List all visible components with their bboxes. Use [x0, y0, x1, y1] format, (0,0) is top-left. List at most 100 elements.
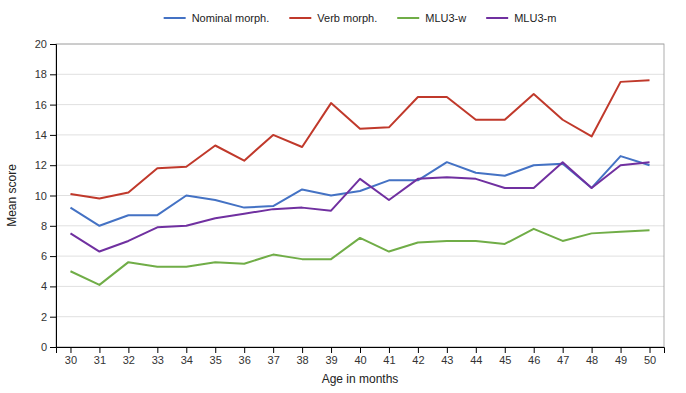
x-axis-tick-mark: [505, 347, 506, 353]
legend-item: Nominal morph.: [164, 12, 270, 24]
grid-line: [56, 256, 664, 257]
y-axis-tick: 20: [35, 38, 56, 50]
x-axis-tick-label: 47: [557, 354, 569, 366]
y-axis-tick: 18: [35, 68, 56, 80]
x-axis-tick-mark: [592, 347, 593, 353]
x-axis-tick: 36: [239, 347, 251, 366]
x-axis-tick-label: 46: [528, 354, 540, 366]
x-axis-tick: 31: [94, 347, 106, 366]
y-axis-tick-label: 12: [35, 159, 47, 171]
y-axis-tick: 8: [41, 220, 56, 232]
y-axis-tick-label: 8: [41, 220, 47, 232]
x-axis-tick: 41: [383, 347, 395, 366]
x-axis-tick-label: 30: [65, 354, 77, 366]
lines: [70, 80, 649, 285]
y-axis-tick-label: 18: [35, 68, 47, 80]
x-axis-title: Age in months: [322, 372, 399, 386]
x-axis-tick-label: 36: [239, 354, 251, 366]
y-axis-domain: [50, 45, 57, 348]
x-axis-tick-mark: [331, 347, 332, 353]
x-axis-tick: 43: [441, 347, 453, 366]
x-axis: 30 31 32 33 34 35 36 37 38 39 40 41 42 43 44 45 46 47 48 49…: [57, 347, 665, 366]
y-axis-tick-label: 0: [41, 341, 47, 353]
x-axis-tick-label: 49: [615, 354, 627, 366]
x-axis-tick-label: 40: [354, 354, 366, 366]
y-axis: 02468101214161820: [35, 38, 57, 353]
grid-line: [56, 286, 664, 287]
x-axis-tick: 48: [586, 347, 598, 366]
series-line: [70, 162, 649, 251]
plot-frame: [56, 44, 664, 347]
y-axis-tick-mark: [50, 256, 56, 257]
x-axis-tick-mark: [302, 347, 303, 353]
y-axis-tick-mark: [50, 347, 56, 348]
x-axis-domain: [57, 348, 665, 354]
grid-line: [56, 225, 664, 226]
y-axis-tick-mark: [50, 286, 56, 287]
x-axis-tick-mark: [563, 347, 564, 353]
grid-line: [56, 104, 664, 105]
x-axis-tick-label: 42: [412, 354, 424, 366]
y-axis-title: Mean score: [5, 164, 19, 227]
x-axis-tick-label: 31: [94, 354, 106, 366]
grid-line: [56, 195, 664, 196]
x-axis-tick: 35: [210, 347, 222, 366]
x-axis-tick: 38: [296, 347, 308, 366]
y-axis-tick-mark: [50, 105, 56, 106]
x-axis-tick-label: 44: [470, 354, 482, 366]
x-axis-tick-mark: [534, 347, 535, 353]
x-axis-tick: 45: [499, 347, 511, 366]
x-axis-tick: 49: [615, 347, 627, 366]
x-axis-tick-label: 37: [268, 354, 280, 366]
y-axis-tick-mark: [50, 317, 56, 318]
legend: Nominal morph. Verb morph. MLU3-w MLU3-m: [164, 12, 557, 24]
x-axis-tick-label: 34: [181, 354, 193, 366]
x-axis-tick: 47: [557, 347, 569, 366]
x-axis-tick-mark: [273, 347, 274, 353]
y-axis-tick: 2: [41, 311, 56, 323]
x-axis-tick: 34: [181, 347, 193, 366]
series-line: [70, 229, 649, 285]
x-axis-tick-label: 39: [325, 354, 337, 366]
y-axis-tick: 0: [41, 341, 56, 353]
y-axis-tick: 14: [35, 129, 56, 141]
x-axis-tick-mark: [650, 347, 651, 353]
grid-line: [56, 316, 664, 317]
legend-item: Verb morph.: [289, 12, 377, 24]
legend-swatch: [164, 17, 186, 19]
x-axis-tick-label: 41: [383, 354, 395, 366]
x-axis-tick-label: 38: [296, 354, 308, 366]
x-axis-tick-label: 35: [210, 354, 222, 366]
legend-swatch: [397, 17, 419, 19]
chart: 3031323334353637383940414243444546474849…: [0, 0, 686, 393]
y-axis-tick: 4: [41, 280, 56, 292]
x-axis-tick-label: 32: [123, 354, 135, 366]
x-axis-tick-mark: [186, 347, 187, 353]
series-line: [70, 80, 649, 198]
x-axis-tick-mark: [418, 347, 419, 353]
y-axis-tick-mark: [50, 44, 56, 45]
y-axis-tick: 6: [41, 250, 56, 262]
x-axis-tick: 42: [412, 347, 424, 366]
legend-swatch: [486, 17, 508, 19]
y-axis-tick-label: 20: [35, 38, 47, 50]
legend-label: Verb morph.: [317, 12, 377, 24]
legend-label: Nominal morph.: [192, 12, 270, 24]
x-axis-tick-label: 43: [441, 354, 453, 366]
legend-label: MLU3-w: [425, 12, 466, 24]
x-axis-tick-mark: [128, 347, 129, 353]
x-axis-tick-label: 45: [499, 354, 511, 366]
x-axis-tick-mark: [360, 347, 361, 353]
series-line: [70, 156, 649, 226]
y-axis-tick-mark: [50, 165, 56, 166]
x-axis-tick-label: 33: [152, 354, 164, 366]
x-axis-tick-label: 48: [586, 354, 598, 366]
y-axis-tick: 10: [35, 190, 56, 202]
x-axis-tick: 40: [354, 347, 366, 366]
grid-line: [56, 165, 664, 166]
grid-line: [56, 74, 664, 75]
y-axis-tick-mark: [50, 226, 56, 227]
legend-label: MLU3-m: [514, 12, 556, 24]
x-axis-tick-mark: [621, 347, 622, 353]
x-axis-tick: 32: [123, 347, 135, 366]
